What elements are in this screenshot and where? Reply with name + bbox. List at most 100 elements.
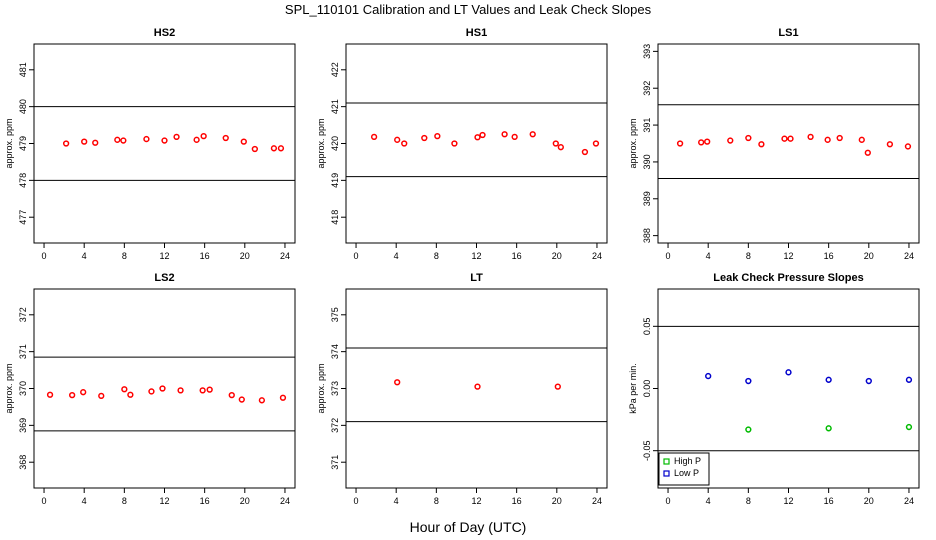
y-tick-label: -0.05: [642, 440, 652, 461]
x-tick-label: 16: [824, 251, 834, 261]
y-axis-label: kPa per min.: [628, 363, 638, 414]
y-tick-label: 481: [18, 62, 28, 77]
y-tick-label: 393: [642, 44, 652, 59]
panel-4: LS2 0 4 8 12 16 20 24 368 369 370 371 372 approx. ppm: [4, 272, 296, 506]
data-point: [727, 137, 734, 144]
x-tick-label: 16: [200, 251, 210, 261]
data-point: [745, 426, 752, 433]
data-point: [864, 149, 871, 156]
data-point: [905, 376, 913, 383]
data-point: [904, 143, 912, 150]
data-point: [199, 387, 206, 394]
x-tick-label: 20: [240, 251, 250, 261]
data-point: [120, 137, 127, 144]
data-point: [557, 144, 564, 151]
x-tick-label: 20: [552, 496, 562, 506]
x-tick-label: 20: [552, 251, 562, 261]
data-point: [394, 379, 401, 386]
data-point: [80, 389, 87, 396]
data-point: [81, 138, 88, 145]
x-tick-label: 16: [200, 496, 210, 506]
panel-6: Leak Check Pressure Slopes 0 4 8 12 16 20 24 -0.…: [628, 272, 920, 506]
x-tick-label: 12: [783, 496, 793, 506]
y-tick-label: 374: [330, 344, 340, 359]
x-tick-label: 0: [42, 251, 47, 261]
data-point: [501, 131, 508, 138]
x-axis-label: Hour of Day (UTC): [409, 519, 527, 535]
x-tick-label: 4: [82, 496, 87, 506]
y-tick-label: 480: [18, 99, 28, 114]
data-point: [479, 131, 486, 139]
data-point: [858, 136, 865, 143]
x-tick-label: 20: [864, 496, 874, 506]
y-axis-label: approx. ppm: [316, 363, 326, 413]
data-point: [676, 140, 684, 147]
y-tick-label: 420: [330, 136, 340, 151]
data-point: [148, 388, 155, 395]
y-tick-label: 372: [18, 307, 28, 322]
y-axis-label: approx. ppm: [316, 118, 326, 168]
data-point: [705, 372, 712, 380]
x-tick-label: 24: [904, 496, 914, 506]
y-tick-label: 390: [642, 154, 652, 169]
panel-title: HS1: [466, 27, 487, 39]
panel-title: HS2: [154, 27, 175, 39]
y-tick-label: 391: [642, 118, 652, 133]
data-point: [277, 145, 285, 152]
data-point: [552, 140, 559, 147]
x-tick-label: 4: [394, 251, 399, 261]
data-point: [824, 136, 831, 143]
y-axis-label: approx. ppm: [4, 118, 14, 168]
data-point: [240, 138, 247, 145]
data-point: [270, 145, 278, 152]
x-tick-label: 8: [746, 251, 751, 261]
data-point: [68, 391, 76, 399]
y-tick-label: 375: [330, 307, 340, 322]
data-point: [92, 139, 99, 146]
y-tick-label: 370: [18, 381, 28, 396]
panel-1: HS2 0 4 8 12 16 20 24 477 478 479 480 481 approx. ppm: [4, 27, 296, 261]
legend-marker: [663, 470, 670, 477]
x-tick-label: 16: [512, 251, 522, 261]
y-axis-label: approx. ppm: [4, 363, 14, 413]
x-tick-label: 16: [512, 496, 522, 506]
data-point: [161, 137, 168, 144]
data-point: [279, 394, 287, 401]
data-point: [228, 391, 235, 399]
data-point: [98, 392, 105, 400]
data-point: [781, 135, 788, 142]
panel-2: HS1 0 4 8 12 16 20 24 418 419 420 421 422 approx. ppm: [316, 27, 608, 261]
data-point: [114, 136, 121, 143]
y-tick-label: 478: [18, 173, 28, 188]
y-tick-label: 477: [18, 210, 28, 225]
x-tick-label: 8: [122, 496, 127, 506]
data-point: [200, 132, 207, 140]
x-tick-label: 12: [159, 496, 169, 506]
data-point: [222, 134, 229, 142]
data-point: [745, 134, 752, 142]
panel-title: LS1: [778, 27, 798, 39]
legend-box: [658, 452, 710, 486]
data-point: [177, 387, 184, 394]
data-point: [785, 369, 792, 376]
x-tick-label: 4: [706, 496, 711, 506]
data-point: [159, 385, 166, 392]
x-tick-label: 12: [471, 251, 481, 261]
x-tick-label: 12: [471, 496, 481, 506]
y-tick-label: 392: [642, 81, 652, 96]
y-tick-label: 388: [642, 228, 652, 243]
data-point: [451, 140, 458, 147]
y-tick-label: 373: [330, 381, 340, 396]
x-tick-label: 24: [280, 496, 290, 506]
y-tick-label: 421: [330, 99, 340, 114]
panel-title: Leak Check Pressure Slopes: [713, 272, 863, 284]
data-point: [401, 140, 408, 147]
y-axis-label: approx. ppm: [628, 118, 638, 168]
x-tick-label: 8: [746, 496, 751, 506]
page-title: SPL_110101 Calibration and LT Values and…: [284, 2, 652, 17]
data-point: [370, 133, 378, 141]
legend-label: High P: [674, 456, 701, 466]
x-tick-label: 0: [666, 496, 671, 506]
x-tick-label: 4: [394, 496, 399, 506]
y-tick-label: 418: [330, 210, 340, 225]
